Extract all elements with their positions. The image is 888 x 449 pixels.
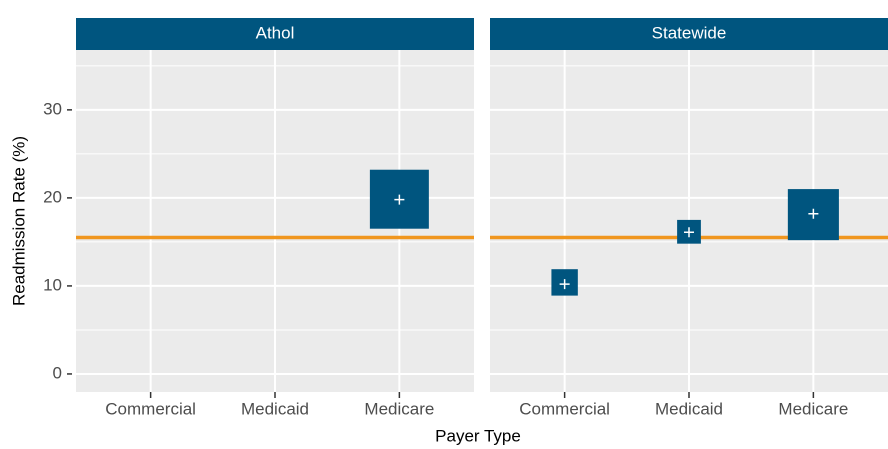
x-tick-label: Commercial (105, 399, 196, 418)
x-axis-label: Payer Type (435, 426, 521, 445)
estimate-marker (684, 227, 694, 238)
x-tick-label: Medicaid (241, 399, 309, 418)
estimate-marker (394, 194, 405, 205)
panel-title: Statewide (652, 23, 727, 42)
y-tick-label: 10 (43, 275, 62, 294)
estimate-marker (559, 279, 570, 290)
x-tick-label: Medicare (364, 399, 434, 418)
x-tick-label: Medicaid (655, 399, 723, 418)
x-tick-label: Commercial (519, 399, 610, 418)
y-tick-label: 20 (43, 187, 62, 206)
x-tick-label: Medicare (778, 399, 848, 418)
strip (76, 18, 474, 50)
panel-title: Athol (256, 23, 295, 42)
y-axis-label: Readmission Rate (%) (9, 136, 28, 306)
y-tick-label: 30 (43, 99, 62, 118)
estimate-marker (808, 208, 819, 219)
strip (490, 18, 888, 50)
y-tick-label: 0 (53, 363, 62, 382)
